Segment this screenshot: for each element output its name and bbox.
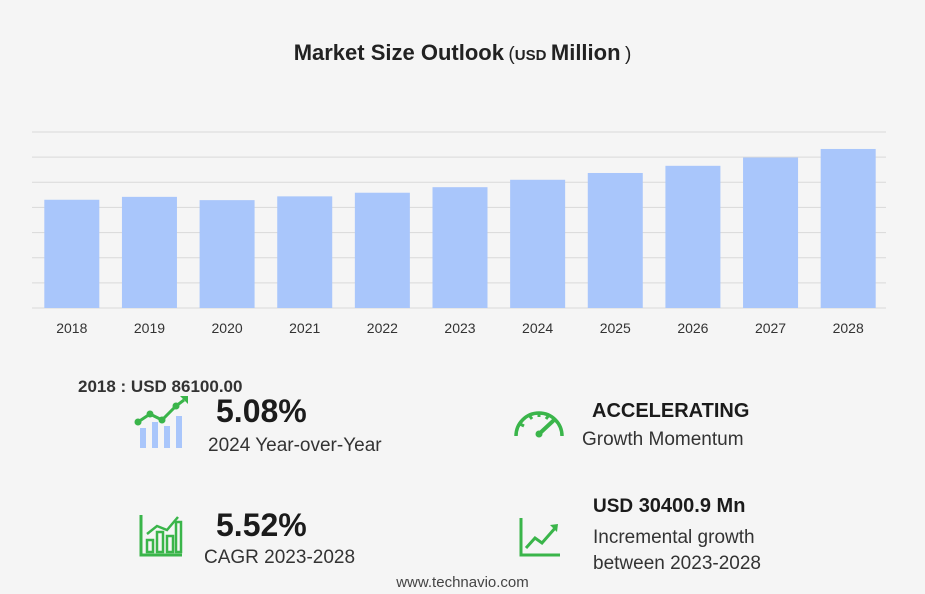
- x-tick-label: 2023: [444, 320, 475, 336]
- x-tick-label: 2024: [522, 320, 553, 336]
- bars: [44, 148, 876, 308]
- x-tick-label: 2027: [755, 320, 786, 336]
- x-tick-label: 2021: [289, 320, 320, 336]
- incremental-amount: 30400.9 Mn: [638, 495, 746, 517]
- yoy-value: 5.08%: [216, 393, 307, 429]
- bar-2025: [587, 172, 643, 308]
- speedometer-icon: [514, 411, 564, 438]
- x-tick-label: 2028: [833, 320, 864, 336]
- x-tick-label: 2026: [677, 320, 708, 336]
- bar-2028: [820, 148, 876, 308]
- momentum-value: ACCELERATING: [592, 400, 750, 422]
- bar-2024: [510, 179, 566, 308]
- chart-title: Market Size Outlook (USD Million ): [0, 40, 925, 66]
- title-unit: USD: [514, 47, 547, 64]
- bar-2019: [121, 196, 177, 308]
- base-year-value: 2018 : USD 86100.00: [78, 377, 243, 396]
- bar-2023: [432, 187, 488, 308]
- incremental-label-line1: Incremental growth: [593, 527, 755, 548]
- title-unit-label: Million: [550, 40, 621, 65]
- incremental-value: USD 30400.9 Mn: [593, 495, 745, 518]
- bar-chart: 2018 2019 2020 2021 2022 2023 2024 2025 2026 2027…: [32, 131, 886, 336]
- growth-bars-icon: [134, 396, 188, 448]
- bar-2021: [277, 196, 333, 308]
- incremental-unit: USD: [593, 496, 634, 517]
- footer-source: www.technavio.com: [396, 574, 529, 591]
- yoy-label: 2024 Year-over-Year: [208, 435, 382, 456]
- title-close-paren: ): [624, 44, 632, 65]
- x-tick-label: 2018: [56, 320, 87, 336]
- title-open-paren: (: [508, 44, 515, 65]
- x-axis-ticks: 2018 2019 2020 2021 2022 2023 2024 2025 2026 2027…: [56, 320, 864, 336]
- x-tick-label: 2025: [600, 320, 631, 336]
- incremental-label-line2: between 2023-2028: [593, 553, 761, 574]
- bar-2020: [199, 200, 255, 308]
- x-tick-label: 2020: [212, 320, 243, 336]
- trend-line-icon: [519, 518, 560, 557]
- bar-2018: [44, 199, 100, 308]
- cagr-label: CAGR 2023-2028: [204, 547, 356, 568]
- bar-2027: [743, 157, 799, 308]
- cagr-value: 5.52%: [216, 507, 307, 543]
- chart-title-main: Market Size Outlook: [293, 40, 504, 65]
- bar-chart-icon: [139, 515, 183, 557]
- momentum-label: Growth Momentum: [582, 429, 744, 450]
- x-tick-label: 2022: [367, 320, 398, 336]
- bar-2022: [354, 192, 410, 308]
- bar-2026: [665, 165, 721, 308]
- x-tick-label: 2019: [134, 320, 165, 336]
